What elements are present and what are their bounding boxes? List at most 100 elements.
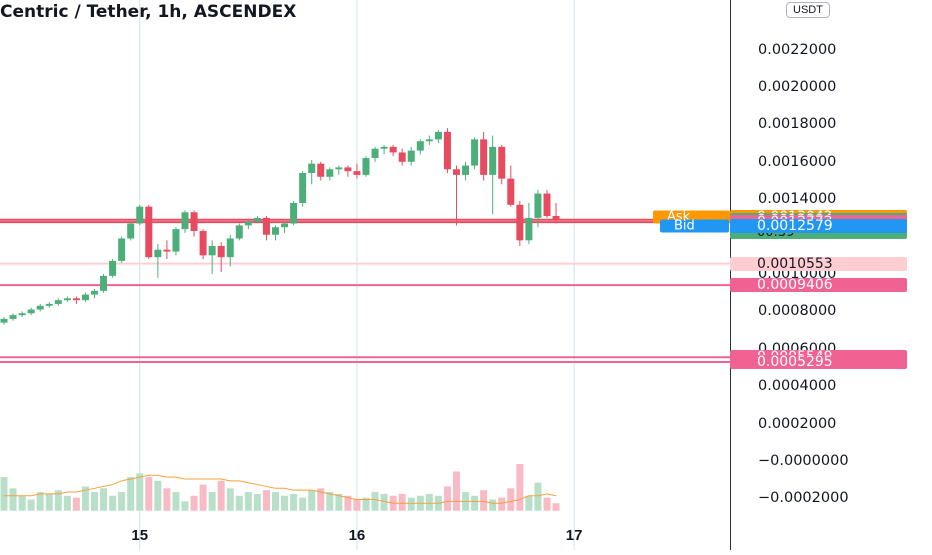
candle-body [36,305,44,310]
volume-bar [100,488,108,511]
price-axis-label: 0.0016000 [758,153,837,170]
volume-bar [190,495,198,511]
volume-bar [54,490,62,511]
volume-bar [489,499,497,511]
volume-bar [27,499,35,511]
candle-body [371,148,379,159]
volume-bar [317,488,325,511]
volume-bar [36,492,44,511]
price-axis-label: −0.0002000 [758,490,849,507]
candle-body [190,212,198,231]
candle-body [489,146,497,175]
candle-body [235,225,243,239]
volume-bar [272,492,279,511]
candle-body [335,167,343,170]
candle-body [308,163,316,174]
candle-body [380,146,388,149]
volume-bar [0,477,8,511]
volume-bar [81,486,89,511]
volume-bar [371,492,379,511]
volume-bar [262,490,270,511]
candle-body [244,221,252,226]
candle-body [208,245,216,256]
candle-body [217,245,225,258]
candle-body [344,167,352,172]
candle-body [181,212,189,230]
volume-bar [91,492,98,511]
volume-bar [407,497,415,511]
candle-body [100,275,108,291]
volume-bar [380,493,388,511]
candle-body [471,139,479,166]
candle-body [145,206,153,258]
candle-body [118,238,126,261]
price-axis-label: 0.0014000 [758,191,837,208]
candle-body [416,141,424,151]
candle-body [0,318,8,323]
time-axis-label: 17 [565,527,583,544]
volume-ma-line [4,474,557,504]
candle-body [326,169,334,177]
level-badge: 0.0010553 [730,256,907,272]
volume-bar [516,464,524,511]
candle-body [136,206,144,224]
candle-body [516,204,524,241]
volume-bar [63,495,71,511]
volume-bar [443,486,451,511]
candle-body [91,290,98,295]
candle-body [389,146,397,153]
price-axis-label: 0.0018000 [758,116,837,133]
level-badge-value: 0.0009406 [757,277,833,294]
candle-body [362,158,370,175]
bid-price-badge: 0.0012579 [730,217,907,234]
chart-title: Centric / Tether, 1h, ASCENDEX [0,2,297,22]
bid-tag: Bid [660,219,729,233]
candle-body [272,227,279,235]
level-badge-value: 0.0005295 [757,353,833,370]
candle-body [199,230,207,256]
candle-body [27,309,35,314]
candle-body [54,300,62,304]
candle-body [127,223,135,239]
candle-body [443,131,451,170]
volume-bar [217,480,225,511]
volume-bar [290,493,298,511]
candle-body [425,139,433,142]
volume-bar [18,495,26,511]
candle-body [9,315,17,319]
candle-body [353,171,361,175]
volume-bar [253,493,261,511]
candle-body [507,178,515,205]
candle-body [63,298,71,301]
volume-bar [362,497,370,511]
candle-body [398,152,406,162]
price-axis[interactable]: 0.0022000 0.0020000 0.0018000 0.0016000 0.00… [730,0,932,550]
volume-bar [353,499,361,511]
volume-bar [145,477,153,511]
volume-bar [127,477,135,511]
volume-bar [425,493,433,511]
candle-body [109,260,117,276]
chart-plot-area[interactable] [0,0,730,550]
candle-body [299,173,307,203]
volume-bar [534,482,542,511]
candle-body [163,249,171,252]
volume-bar [471,495,479,511]
volume-bar [543,497,551,511]
candle-body [226,238,234,258]
candle-body [525,217,533,241]
volume-bar [9,488,17,511]
volume-bar [525,495,533,511]
currency-button[interactable]: USDT [786,2,830,18]
volume-bar [335,493,343,511]
bid-price-badge-value: 0.0012579 [757,217,833,234]
candlestick-chart[interactable] [0,0,730,550]
volume-bar [163,488,171,511]
volume-bar [507,488,515,511]
volume-bar [326,492,334,511]
candle-body [543,193,551,217]
price-axis-label: 0.0004000 [758,378,837,395]
volume-bar [299,497,307,511]
volume-bar [199,484,207,511]
volume-bar [118,492,126,511]
